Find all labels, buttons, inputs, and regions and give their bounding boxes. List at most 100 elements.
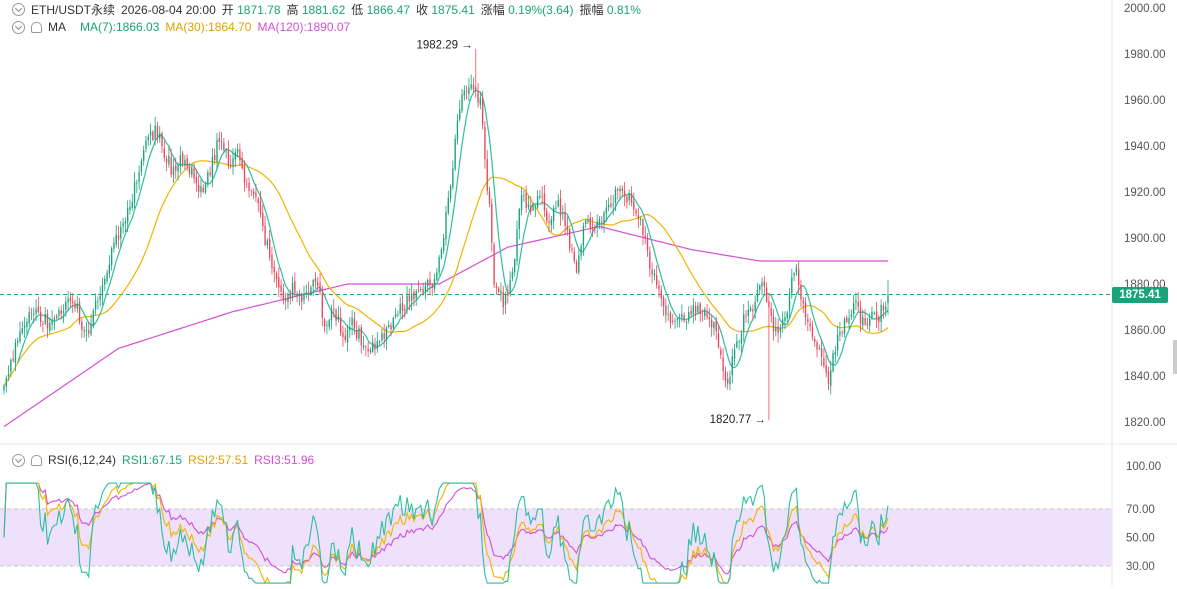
candle-body <box>19 331 21 341</box>
candle-body <box>481 98 484 125</box>
candle-body <box>133 181 136 203</box>
rsi-collapse-chevron-icon[interactable] <box>12 453 25 467</box>
candle-body <box>232 158 234 167</box>
candle-body <box>564 212 566 226</box>
candle-body <box>626 196 628 203</box>
candle-body <box>126 208 129 223</box>
candle-body <box>278 276 280 288</box>
candle-body <box>81 321 83 331</box>
candle-body <box>639 218 642 220</box>
candle-body <box>202 188 204 192</box>
candle-body <box>509 279 511 295</box>
candle-body <box>90 324 92 335</box>
candle-body <box>633 201 635 210</box>
candle-body <box>708 316 711 320</box>
candle-body <box>44 314 46 324</box>
candle-body <box>149 131 152 136</box>
candle-body <box>3 385 5 391</box>
candle-body <box>67 298 69 303</box>
candle-body <box>424 285 427 292</box>
candle-body <box>878 316 880 322</box>
candle-body <box>477 92 479 104</box>
candle-body <box>314 278 317 283</box>
candle-body <box>672 320 674 322</box>
candle-body <box>154 125 156 140</box>
candle-body <box>543 193 546 211</box>
candle-body <box>713 322 715 329</box>
candle-body <box>5 378 7 387</box>
candle-body <box>330 309 333 321</box>
ma-collapse-chevron-icon[interactable] <box>12 20 25 34</box>
candle-body <box>390 325 392 330</box>
candle-body <box>644 235 646 238</box>
candle-body <box>784 317 786 321</box>
candle-body <box>830 370 832 386</box>
candle-body <box>859 307 862 324</box>
candle-body <box>456 120 459 141</box>
candle-body <box>76 304 78 309</box>
candle-body <box>788 292 791 311</box>
alert-bell-icon[interactable] <box>31 21 42 33</box>
candle-body <box>612 204 614 206</box>
candle-body <box>733 349 736 359</box>
candle-body <box>520 195 523 211</box>
candle-body <box>488 191 491 205</box>
candle-body <box>667 313 669 315</box>
candle-body <box>862 317 864 326</box>
candle-body <box>120 226 122 239</box>
candle-body <box>14 342 17 363</box>
candle-body <box>497 288 500 293</box>
candle-body <box>218 138 220 142</box>
candle-body <box>163 148 165 158</box>
candle-body <box>392 317 395 328</box>
candle-body <box>452 168 454 188</box>
candle-body <box>582 225 585 246</box>
candle-body <box>871 311 873 318</box>
candle-body <box>802 300 804 304</box>
candle-body <box>800 284 802 300</box>
rsi2-legend: RSI2:57.51 <box>188 453 249 467</box>
candle-body <box>731 356 733 376</box>
collapse-chevron-icon[interactable] <box>12 3 25 16</box>
candle-body <box>493 244 495 285</box>
candle-body <box>65 301 67 310</box>
candle-body <box>362 345 365 348</box>
candle-body <box>438 257 440 273</box>
candle-body <box>573 251 575 261</box>
candle-body <box>239 149 241 161</box>
candle-body <box>191 167 193 175</box>
candle-body <box>443 237 445 251</box>
candle-body <box>7 373 10 377</box>
candle-body <box>193 168 195 179</box>
candle-body <box>566 225 569 231</box>
candle-body <box>372 342 374 352</box>
candle-body <box>605 207 607 214</box>
candle-body <box>807 319 809 322</box>
candle-body <box>83 330 85 332</box>
candle-body <box>417 290 420 292</box>
candle-body <box>797 269 800 286</box>
candle-body <box>326 325 328 326</box>
candle-body <box>140 160 143 172</box>
candle-body <box>131 202 133 208</box>
scroll-handle[interactable] <box>1173 340 1177 374</box>
candle-body <box>394 313 397 317</box>
ma30-line <box>3 160 889 387</box>
candle-body <box>184 159 186 165</box>
candle-body <box>225 150 227 151</box>
y-tick-label: 1860.00 <box>1124 325 1166 337</box>
candle-body <box>873 313 875 314</box>
candle-body <box>200 186 202 193</box>
candle-body <box>594 228 596 229</box>
candle-body <box>887 294 889 303</box>
rsi-alert-bell-icon[interactable] <box>31 454 42 466</box>
y-tick-label: 2000.00 <box>1124 3 1166 15</box>
candle-body <box>548 221 550 223</box>
candle-body <box>175 165 177 171</box>
candle-body <box>839 331 841 336</box>
candle-body <box>461 94 463 111</box>
candle-body <box>289 294 291 299</box>
candle-body <box>99 295 101 301</box>
candle-body <box>35 308 37 314</box>
